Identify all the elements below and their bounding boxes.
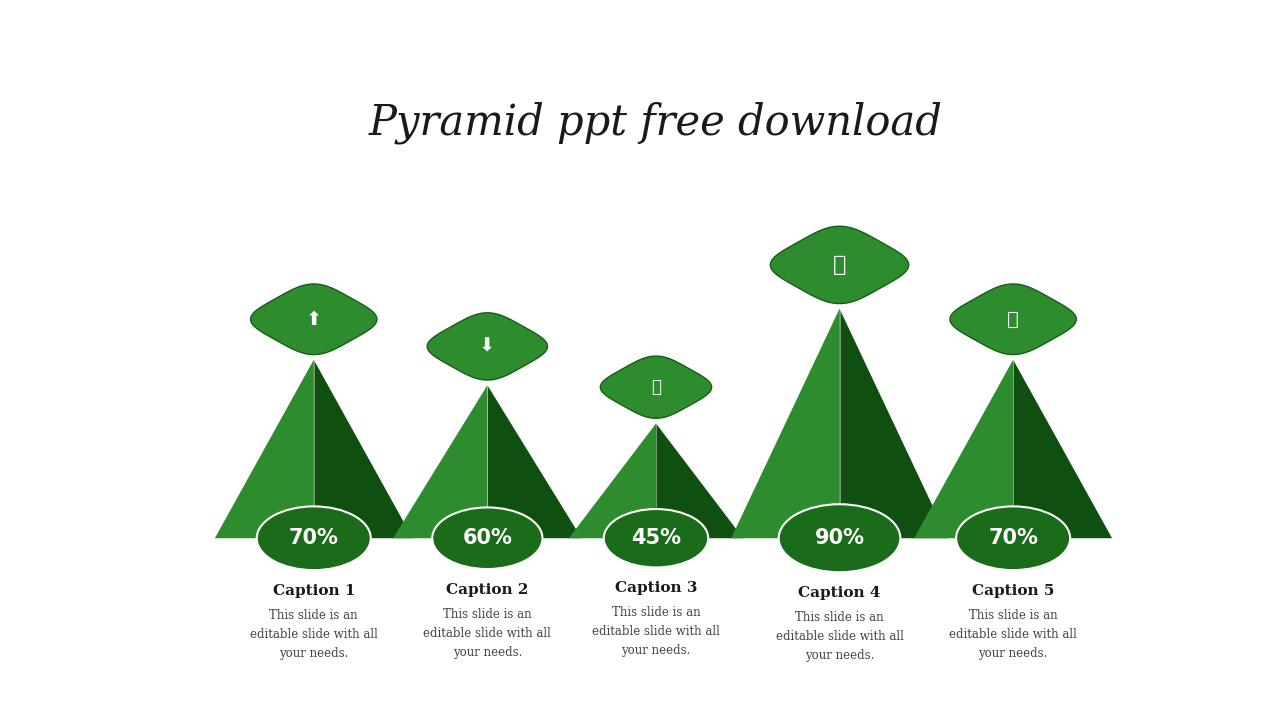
Ellipse shape bbox=[956, 506, 1070, 570]
Polygon shape bbox=[914, 360, 1014, 539]
Text: Caption 2: Caption 2 bbox=[447, 583, 529, 597]
Polygon shape bbox=[657, 423, 744, 539]
Ellipse shape bbox=[778, 504, 900, 572]
Text: 💵: 💵 bbox=[833, 255, 846, 275]
Text: 70%: 70% bbox=[988, 528, 1038, 548]
Text: Caption 3: Caption 3 bbox=[614, 581, 698, 595]
Text: 🖥: 🖥 bbox=[1007, 310, 1019, 329]
Polygon shape bbox=[1014, 360, 1112, 539]
Text: 90%: 90% bbox=[814, 528, 864, 548]
Text: Caption 4: Caption 4 bbox=[799, 586, 881, 600]
Ellipse shape bbox=[433, 508, 543, 569]
Text: Caption 1: Caption 1 bbox=[273, 584, 355, 598]
Polygon shape bbox=[251, 284, 376, 354]
Text: ⬆: ⬆ bbox=[306, 310, 323, 329]
Polygon shape bbox=[314, 360, 412, 539]
Ellipse shape bbox=[257, 506, 371, 570]
Text: 70%: 70% bbox=[289, 528, 339, 548]
Text: This slide is an
editable slide with all
your needs.: This slide is an editable slide with all… bbox=[250, 609, 378, 660]
Text: This slide is an
editable slide with all
your needs.: This slide is an editable slide with all… bbox=[776, 611, 904, 662]
Text: This slide is an
editable slide with all
your needs.: This slide is an editable slide with all… bbox=[593, 606, 719, 657]
Text: 60%: 60% bbox=[462, 528, 512, 548]
Polygon shape bbox=[568, 423, 657, 539]
Polygon shape bbox=[600, 356, 712, 418]
Polygon shape bbox=[950, 284, 1076, 354]
Text: ⬇: ⬇ bbox=[479, 337, 495, 356]
Polygon shape bbox=[488, 385, 581, 539]
Polygon shape bbox=[428, 312, 548, 380]
Polygon shape bbox=[393, 385, 488, 539]
Text: Pyramid ppt free download: Pyramid ppt free download bbox=[369, 102, 943, 144]
Polygon shape bbox=[215, 360, 314, 539]
Text: 🛒: 🛒 bbox=[652, 378, 660, 396]
Polygon shape bbox=[771, 226, 909, 304]
Polygon shape bbox=[840, 309, 948, 539]
Text: This slide is an
editable slide with all
your needs.: This slide is an editable slide with all… bbox=[424, 608, 552, 659]
Text: 45%: 45% bbox=[631, 528, 681, 548]
Text: This slide is an
editable slide with all
your needs.: This slide is an editable slide with all… bbox=[950, 609, 1076, 660]
Ellipse shape bbox=[604, 509, 708, 567]
Text: Caption 5: Caption 5 bbox=[972, 584, 1055, 598]
Polygon shape bbox=[731, 309, 840, 539]
